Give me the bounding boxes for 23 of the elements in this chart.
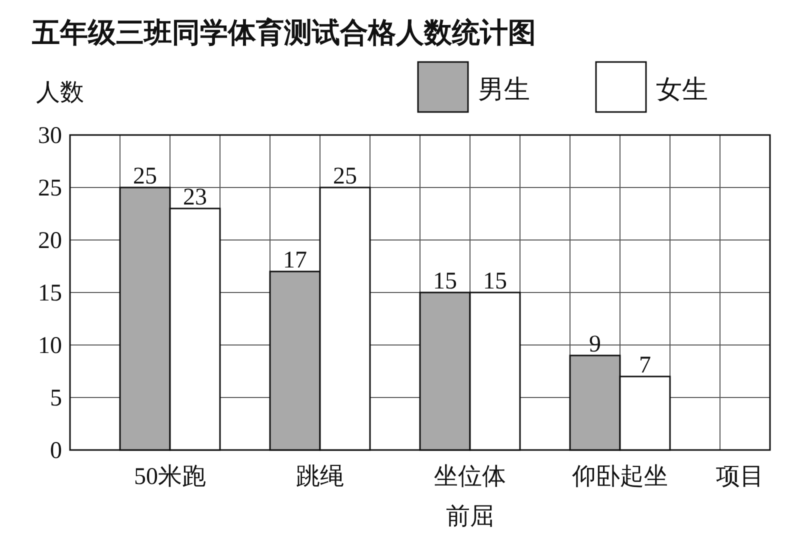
y-tick-label: 15 bbox=[38, 280, 62, 306]
y-tick-label: 0 bbox=[50, 438, 62, 464]
y-tick-label: 20 bbox=[38, 228, 62, 254]
y-tick-label: 30 bbox=[38, 123, 62, 149]
data-label: 7 bbox=[639, 352, 651, 378]
data-label: 25 bbox=[133, 164, 157, 190]
y-tick-label: 5 bbox=[50, 386, 62, 412]
legend-label: 女生 bbox=[656, 75, 708, 104]
y-axis-title: 人数 bbox=[36, 80, 84, 106]
x-tick-label: 坐位体前屈 bbox=[434, 464, 506, 530]
chart-title: 五年级三班同学体育测试合格人数统计图 bbox=[31, 17, 536, 49]
x-tick-label: 跳绳 bbox=[296, 464, 344, 490]
data-label: 17 bbox=[283, 248, 307, 274]
data-label: 23 bbox=[183, 184, 207, 210]
x-tick-label: 50米跑 bbox=[134, 464, 206, 490]
x-axis-title: 项目 bbox=[716, 464, 764, 490]
data-label: 15 bbox=[433, 268, 457, 294]
y-tick-label: 25 bbox=[38, 176, 62, 202]
legend-label: 男生 bbox=[478, 75, 530, 104]
y-tick-label: 10 bbox=[38, 333, 62, 359]
data-label: 25 bbox=[333, 164, 357, 190]
data-label: 15 bbox=[483, 268, 507, 294]
x-tick-label: 仰卧起坐 bbox=[572, 464, 668, 490]
